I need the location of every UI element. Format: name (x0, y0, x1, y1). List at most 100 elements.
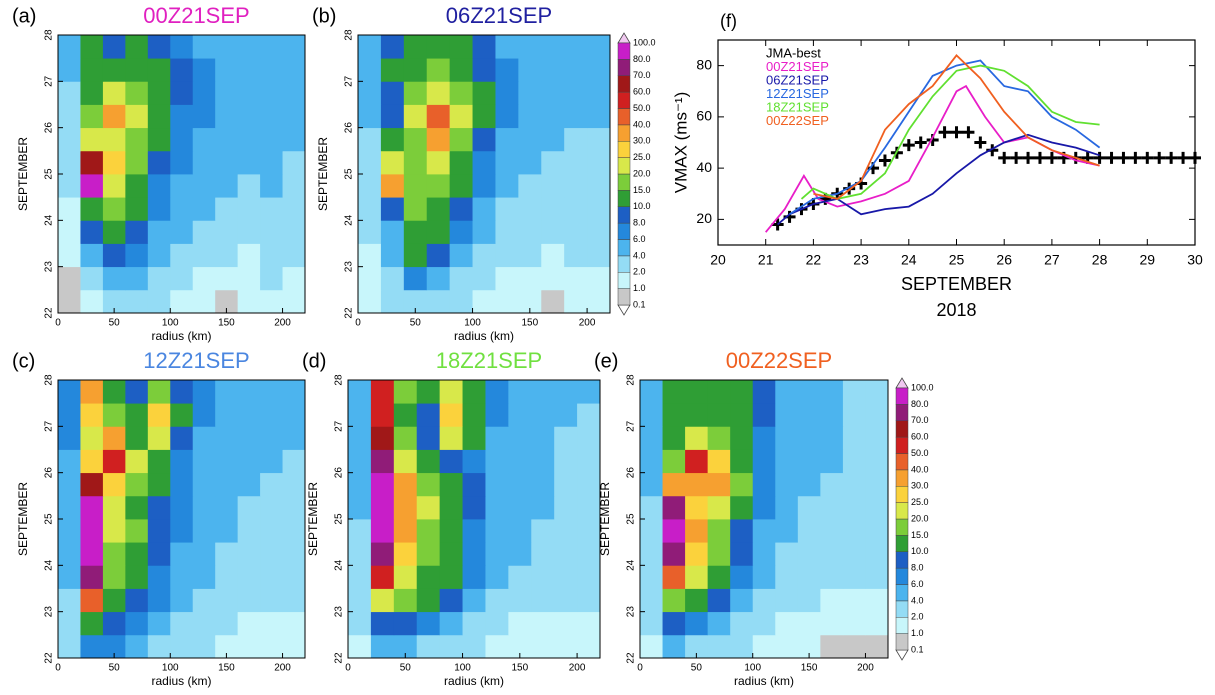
heat-cell (775, 634, 799, 659)
heat-cell (518, 127, 542, 152)
heat-cell (531, 634, 555, 659)
heat-cell (237, 266, 261, 291)
heat-cell (403, 266, 428, 291)
heat-cell (282, 104, 306, 129)
heat-cell (170, 104, 194, 129)
heat-cell (797, 565, 821, 589)
heat-cell (147, 403, 171, 427)
heat-cell (80, 588, 104, 613)
heat-cell (587, 197, 611, 221)
heat-cell (462, 472, 486, 497)
heat-cell (125, 565, 149, 589)
heat-cell (370, 426, 395, 450)
heat-cell (730, 403, 754, 427)
heat-cell (495, 197, 519, 221)
cross-marker (1022, 151, 1035, 164)
heat-cell (462, 519, 486, 543)
heat-cell (554, 519, 578, 543)
heat-cell (577, 380, 601, 404)
heat-cell (541, 127, 565, 152)
heat-cell (485, 426, 509, 450)
heat-cell (426, 266, 451, 291)
x-tick-label: 200 (274, 663, 291, 674)
heat-cell (147, 197, 171, 221)
heat-cell (102, 35, 126, 59)
heat-cell (170, 634, 194, 659)
colorbar-label: 10.0 (633, 201, 651, 211)
heat-cell (102, 174, 126, 198)
heat-cell (102, 403, 126, 427)
heat-cell (192, 426, 216, 450)
heat-cell (531, 588, 555, 613)
heat-cell (541, 289, 565, 314)
cross-marker (1105, 151, 1118, 164)
heat-cell (640, 380, 663, 404)
heat-cell (282, 127, 306, 152)
heat-cell (426, 58, 451, 82)
heat-cell (237, 542, 261, 566)
heat-cell (147, 634, 171, 659)
x-tick-label: 27 (1044, 252, 1060, 268)
x-tick-label: 150 (218, 663, 235, 674)
heat-cell (147, 58, 171, 82)
heat-cell (192, 472, 216, 497)
heat-cell (564, 35, 588, 59)
heat-cell (58, 380, 81, 404)
heat-cell (416, 588, 441, 613)
heat-cell (260, 611, 283, 636)
heat-cell (508, 472, 532, 497)
panel-label: (a) (12, 5, 36, 27)
heat-cell (577, 588, 601, 613)
heat-cell (707, 426, 731, 450)
heat-cell (358, 197, 382, 221)
y-axis-label: SEPTEMBER (16, 482, 30, 556)
heat-cell (260, 472, 283, 497)
heat-cell (640, 634, 663, 659)
x-tick-label: 0 (355, 318, 361, 329)
heat-cell (577, 565, 601, 589)
colorbar-box (895, 518, 909, 536)
heat-cell (282, 426, 306, 450)
colorbar-label: 70.0 (633, 70, 651, 80)
heat-cell (147, 35, 171, 59)
colorbar-label: 15.0 (911, 530, 929, 540)
heat-cell (485, 472, 509, 497)
cross-marker (962, 126, 975, 139)
heat-cell (237, 495, 261, 520)
heat-cell (58, 220, 81, 244)
heat-cell (192, 197, 216, 221)
heat-cell (752, 588, 776, 613)
heat-cell (260, 289, 283, 314)
colorbar-label: 2.0 (633, 267, 646, 277)
heat-cell (348, 380, 372, 404)
cross-marker (1033, 151, 1046, 164)
heat-cell (102, 380, 126, 404)
x-tick-label: 100 (162, 318, 179, 329)
y-tick-label: 24 (334, 559, 345, 571)
y-tick-label: 27 (44, 75, 55, 87)
heat-cell (192, 542, 216, 566)
y-tick-label: 24 (44, 214, 55, 226)
heat-cell (80, 380, 104, 404)
heat-cell (125, 104, 149, 129)
heat-cell (439, 403, 463, 427)
heat-cell (348, 588, 372, 613)
y-tick-label: 24 (626, 559, 637, 571)
heat-cell (472, 197, 496, 221)
heat-cell (380, 266, 405, 291)
heat-cell (192, 449, 216, 474)
y-axis-label: VMAX (ms⁻¹) (671, 92, 690, 194)
colorbar-box (617, 157, 631, 175)
heat-cell (485, 403, 509, 427)
heat-cell (462, 634, 486, 659)
heat-cell (215, 243, 239, 268)
heat-cell (237, 197, 261, 221)
heat-cell (449, 127, 473, 152)
heat-cell (439, 588, 463, 613)
legend-entry: 00Z21SEP (766, 59, 829, 74)
heat-cell (485, 380, 509, 404)
heat-cell (531, 403, 555, 427)
heat-cell (577, 519, 601, 543)
heat-cell (393, 565, 418, 589)
